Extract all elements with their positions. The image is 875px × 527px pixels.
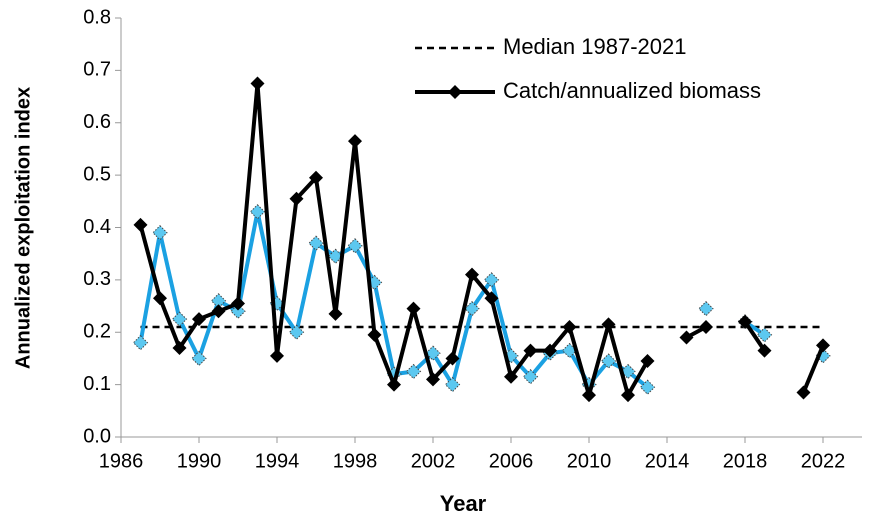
point-marker	[231, 296, 245, 311]
x-tick-label: 1986	[99, 450, 144, 472]
point-marker	[483, 272, 500, 288]
point-marker	[327, 248, 344, 265]
point-marker	[171, 311, 188, 327]
point-marker	[191, 350, 207, 367]
point-marker	[366, 274, 383, 291]
point-marker	[445, 351, 460, 366]
point-marker	[523, 343, 538, 358]
point-marker	[679, 330, 694, 345]
x-tick-label: 1990	[177, 450, 222, 472]
point-marker	[192, 312, 206, 327]
point-marker	[484, 291, 499, 306]
point-marker	[309, 170, 323, 185]
legend-marker	[448, 85, 462, 99]
y-tick-label: 0.5	[83, 163, 111, 185]
legend-label: Catch/annualized biomass	[503, 78, 761, 103]
point-marker	[250, 76, 265, 91]
point-marker	[601, 317, 616, 332]
y-tick-label: 0.1	[83, 373, 111, 395]
point-marker	[230, 303, 246, 320]
x-tick-label: 2022	[801, 450, 846, 472]
point-marker	[405, 363, 422, 380]
point-marker	[465, 267, 479, 282]
point-marker	[698, 300, 714, 317]
x-tick-label: 2006	[489, 450, 534, 472]
point-marker	[328, 306, 343, 321]
y-tick-label: 0.2	[83, 321, 111, 343]
point-marker	[406, 301, 421, 316]
point-marker	[640, 354, 655, 369]
point-marker	[387, 377, 401, 392]
y-tick-label: 0.7	[83, 59, 111, 81]
point-marker	[582, 388, 596, 403]
point-marker	[270, 348, 284, 363]
x-axis-title: Year	[440, 491, 487, 516]
x-tick-label: 2010	[567, 450, 612, 472]
point-marker	[153, 291, 167, 306]
point-marker	[133, 217, 148, 232]
x-tick-label: 2014	[645, 450, 690, 472]
x-tick-label: 1998	[333, 450, 378, 472]
point-marker	[738, 314, 752, 329]
point-marker	[444, 376, 461, 393]
point-marker	[367, 327, 382, 342]
y-tick-label: 0.3	[83, 268, 111, 290]
point-marker	[699, 320, 713, 335]
y-tick-label: 0.6	[83, 111, 111, 133]
point-marker	[211, 304, 226, 319]
point-marker	[816, 338, 830, 353]
point-marker	[464, 300, 480, 317]
point-marker	[639, 379, 656, 395]
point-marker	[288, 324, 305, 340]
point-marker	[249, 204, 266, 220]
point-marker	[522, 369, 539, 385]
point-marker	[756, 327, 773, 343]
point-marker	[425, 345, 441, 361]
point-marker	[210, 293, 227, 309]
point-marker	[796, 385, 811, 400]
point-marker	[543, 343, 557, 358]
y-tick-label: 0.0	[83, 425, 111, 447]
point-marker	[504, 369, 518, 384]
y-tick-label: 0.8	[83, 6, 111, 28]
point-marker	[132, 335, 149, 351]
series-line	[138, 81, 825, 398]
point-marker	[757, 343, 772, 358]
point-marker	[348, 134, 362, 149]
x-tick-label: 2002	[411, 450, 456, 472]
point-marker	[426, 372, 440, 387]
point-marker	[347, 238, 363, 254]
point-marker	[308, 235, 324, 251]
point-marker	[503, 348, 519, 364]
point-marker	[562, 320, 577, 335]
y-tick-label: 0.4	[83, 216, 111, 238]
legend-label: Median 1987-2021	[503, 34, 686, 59]
point-marker	[289, 191, 304, 206]
y-axis-title: Annualized exploitation index	[12, 87, 34, 369]
point-marker	[621, 388, 635, 403]
x-tick-label: 1994	[255, 450, 300, 472]
point-marker	[152, 225, 168, 241]
point-marker	[172, 340, 187, 355]
point-marker	[600, 353, 617, 369]
x-tick-label: 2018	[723, 450, 768, 472]
